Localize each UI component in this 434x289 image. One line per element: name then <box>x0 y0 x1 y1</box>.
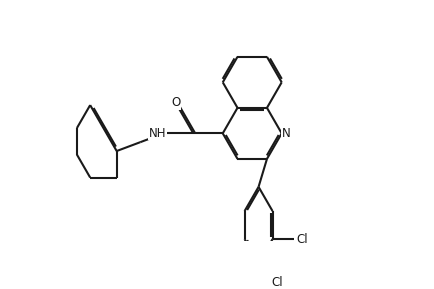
Text: N: N <box>282 127 291 140</box>
Text: NH: NH <box>149 127 166 140</box>
Text: Cl: Cl <box>271 276 283 289</box>
Text: O: O <box>171 96 181 109</box>
Text: Cl: Cl <box>297 233 308 246</box>
